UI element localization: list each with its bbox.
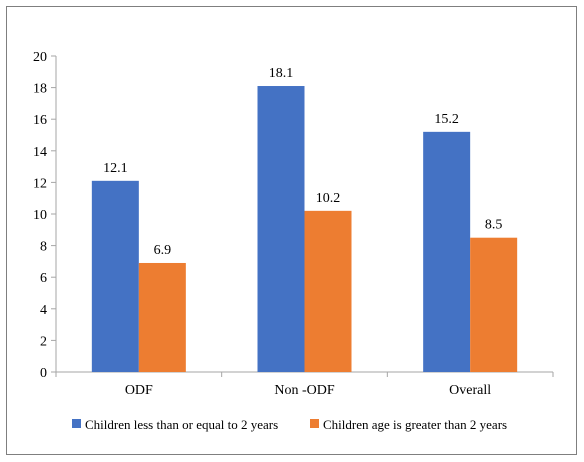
y-tick-label: 10	[33, 208, 47, 223]
data-label: 10.2	[316, 191, 341, 206]
y-tick-label: 14	[33, 145, 47, 160]
bar-le2	[91, 180, 139, 372]
legend-swatch	[310, 419, 319, 428]
y-tick-label: 6	[40, 271, 47, 286]
data-label: 12.1	[103, 161, 128, 176]
y-tick-label: 4	[40, 303, 47, 318]
x-tick-label: Overall	[449, 383, 491, 398]
y-tick-label: 12	[33, 176, 47, 191]
bar-le2	[257, 86, 305, 373]
y-tick-label: 16	[33, 113, 47, 128]
y-tick-label: 20	[33, 50, 47, 65]
y-tick-label: 8	[40, 240, 47, 255]
data-label: 8.5	[485, 218, 503, 233]
legend-label: Children age is greater than 2 years	[323, 417, 507, 432]
data-label: 15.2	[434, 112, 459, 127]
x-tick-label: Non -ODF	[274, 383, 334, 398]
bar-gt2	[304, 210, 352, 372]
data-label: 18.1	[269, 66, 294, 81]
legend-label: Children less than or equal to 2 years	[85, 417, 278, 432]
y-tick-label: 0	[40, 366, 47, 381]
y-tick-label: 2	[40, 334, 47, 349]
bar-le2	[423, 131, 471, 372]
data-label: 6.9	[154, 243, 172, 258]
y-tick-label: 18	[33, 82, 47, 97]
bar-gt2	[138, 262, 186, 372]
legend-swatch	[72, 419, 81, 428]
x-tick-label: ODF	[125, 383, 153, 398]
bar-gt2	[470, 237, 518, 372]
